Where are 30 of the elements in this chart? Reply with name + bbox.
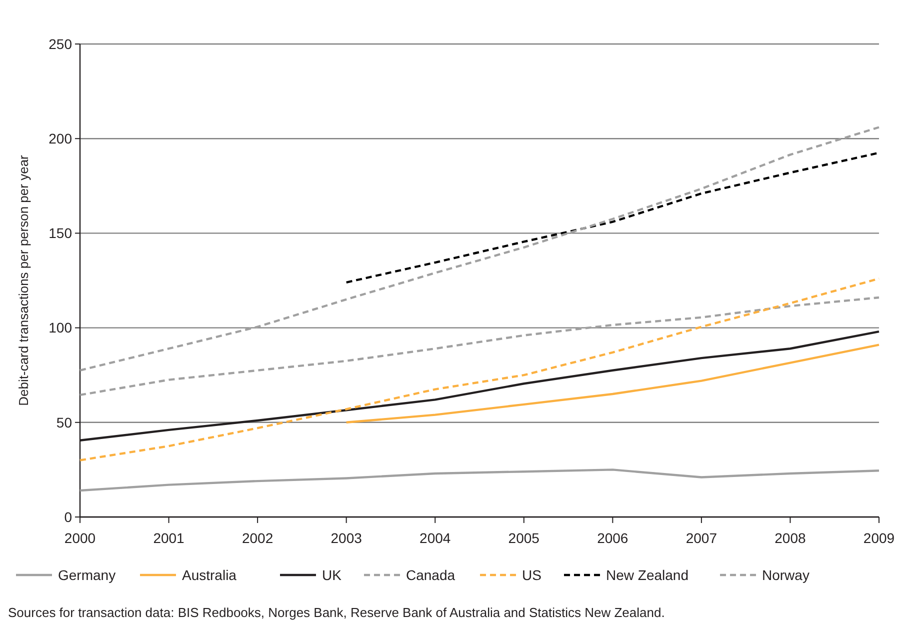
source-note: Sources for transaction data: BIS Redbooks, Norges Bank, Reserve Bank of Australia and Statistics New Zealand. [8,605,665,620]
y-tick-label: 150 [48,225,72,242]
legend-label: Canada [406,566,456,583]
y-tick-label: 200 [48,130,72,146]
x-tick-label: 2009 [863,530,895,546]
legend-label: Norway [762,566,810,583]
legend-label: New Zealand [606,566,688,583]
x-tick-label: 2008 [774,530,806,546]
y-tick-label: 0 [64,508,72,525]
y-axis-title: Debit-card transactions per person per year [16,154,31,406]
x-tick-label: 2002 [242,530,274,546]
x-tick-label: 2004 [420,530,451,546]
x-tick-label: 2001 [153,530,185,546]
x-tick-label: 2003 [330,530,362,546]
x-tick-label: 2005 [508,530,540,546]
y-tick-label: 250 [48,36,72,52]
line-series [345,344,880,424]
line-series [78,278,880,462]
legend-label: Australia [182,566,237,583]
x-tick-label: 2000 [64,530,96,546]
line-series [78,126,880,372]
x-tick-label: 2007 [686,530,718,546]
legend-label: US [522,566,542,583]
legend-label: UK [322,566,342,583]
line-series [78,296,880,396]
line-series [78,468,880,492]
y-tick-label: 100 [48,320,72,336]
y-tick-label: 50 [56,414,72,430]
x-tick-label: 2006 [597,530,628,546]
legend-label: Germany [58,566,116,583]
